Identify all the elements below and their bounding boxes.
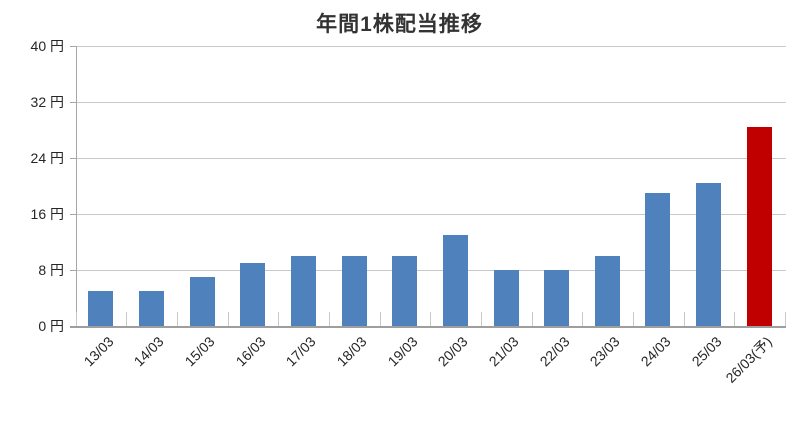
x-tick-label: 25/03	[688, 333, 725, 370]
gridline-32	[75, 102, 786, 103]
y-tick-label: 24 円	[30, 150, 64, 166]
x-axis-tick	[784, 312, 786, 326]
y-tick-label: 0 円	[38, 318, 64, 334]
x-tick-label: 23/03	[586, 333, 623, 370]
y-tick-label: 32 円	[30, 94, 64, 110]
x-tick-label: 17/03	[282, 333, 320, 370]
chart-title: 年間1株配当推移	[316, 13, 483, 36]
x-axis-tick	[430, 312, 432, 326]
gridline-40	[75, 46, 786, 47]
x-axis-tick	[734, 312, 736, 326]
x-axis-tick	[632, 312, 634, 326]
x-tick-label: 18/03	[333, 333, 370, 370]
bar-15/03	[189, 277, 215, 326]
bar-14/03	[138, 291, 164, 326]
x-axis-tick	[278, 312, 280, 326]
x-tick-label: 21/03	[485, 333, 522, 370]
bar-24/03	[645, 193, 671, 326]
x-axis-tick	[379, 312, 381, 326]
bar-21/03	[493, 270, 519, 326]
x-tick-label: 19/03	[384, 333, 421, 370]
x-tick-label: 22/03	[536, 333, 573, 370]
x-axis-tick	[126, 312, 128, 326]
bar-22/03	[544, 270, 570, 326]
y-axis-tick	[69, 102, 76, 103]
bar-25/03	[696, 182, 722, 326]
bar-16/03	[240, 263, 266, 326]
y-tick-label: 8 円	[38, 262, 64, 278]
x-axis-tick	[177, 312, 178, 326]
y-axis-tick	[69, 46, 76, 47]
y-axis-tick	[69, 270, 76, 271]
gridline-16	[75, 214, 786, 215]
x-axis-tick	[480, 312, 482, 326]
x-axis-tick	[683, 312, 685, 326]
x-tick-label: 26/03(予)	[722, 333, 775, 386]
y-axis-tick	[69, 214, 76, 215]
x-tick-label: 24/03	[637, 333, 674, 370]
y-axis-line	[75, 46, 77, 326]
x-axis-tick	[328, 312, 330, 326]
gridline-8	[75, 270, 786, 271]
y-tick-label: 16 円	[30, 206, 64, 222]
bar-18/03	[341, 256, 367, 326]
x-tick-label: 16/03	[232, 333, 269, 370]
x-axis-line	[69, 326, 786, 328]
x-tick-label: 14/03	[130, 333, 168, 370]
x-axis-tick	[582, 312, 584, 326]
x-axis-tick	[531, 312, 533, 326]
x-axis-tick	[227, 312, 229, 326]
bar-23/03	[594, 256, 620, 326]
bar-13/03	[88, 291, 114, 326]
y-axis-tick	[69, 158, 76, 159]
x-tick-label: 15/03	[181, 333, 218, 370]
bar-26/03(予)	[746, 126, 772, 326]
y-tick-label: 40 円	[30, 38, 64, 54]
bar-17/03	[290, 256, 316, 326]
x-axis-tick	[75, 312, 77, 326]
bar-20/03	[442, 235, 468, 326]
x-tick-label: 20/03	[434, 333, 471, 370]
x-tick-label: 13/03	[80, 333, 117, 370]
bar-19/03	[392, 256, 418, 326]
gridline-24	[75, 158, 786, 159]
